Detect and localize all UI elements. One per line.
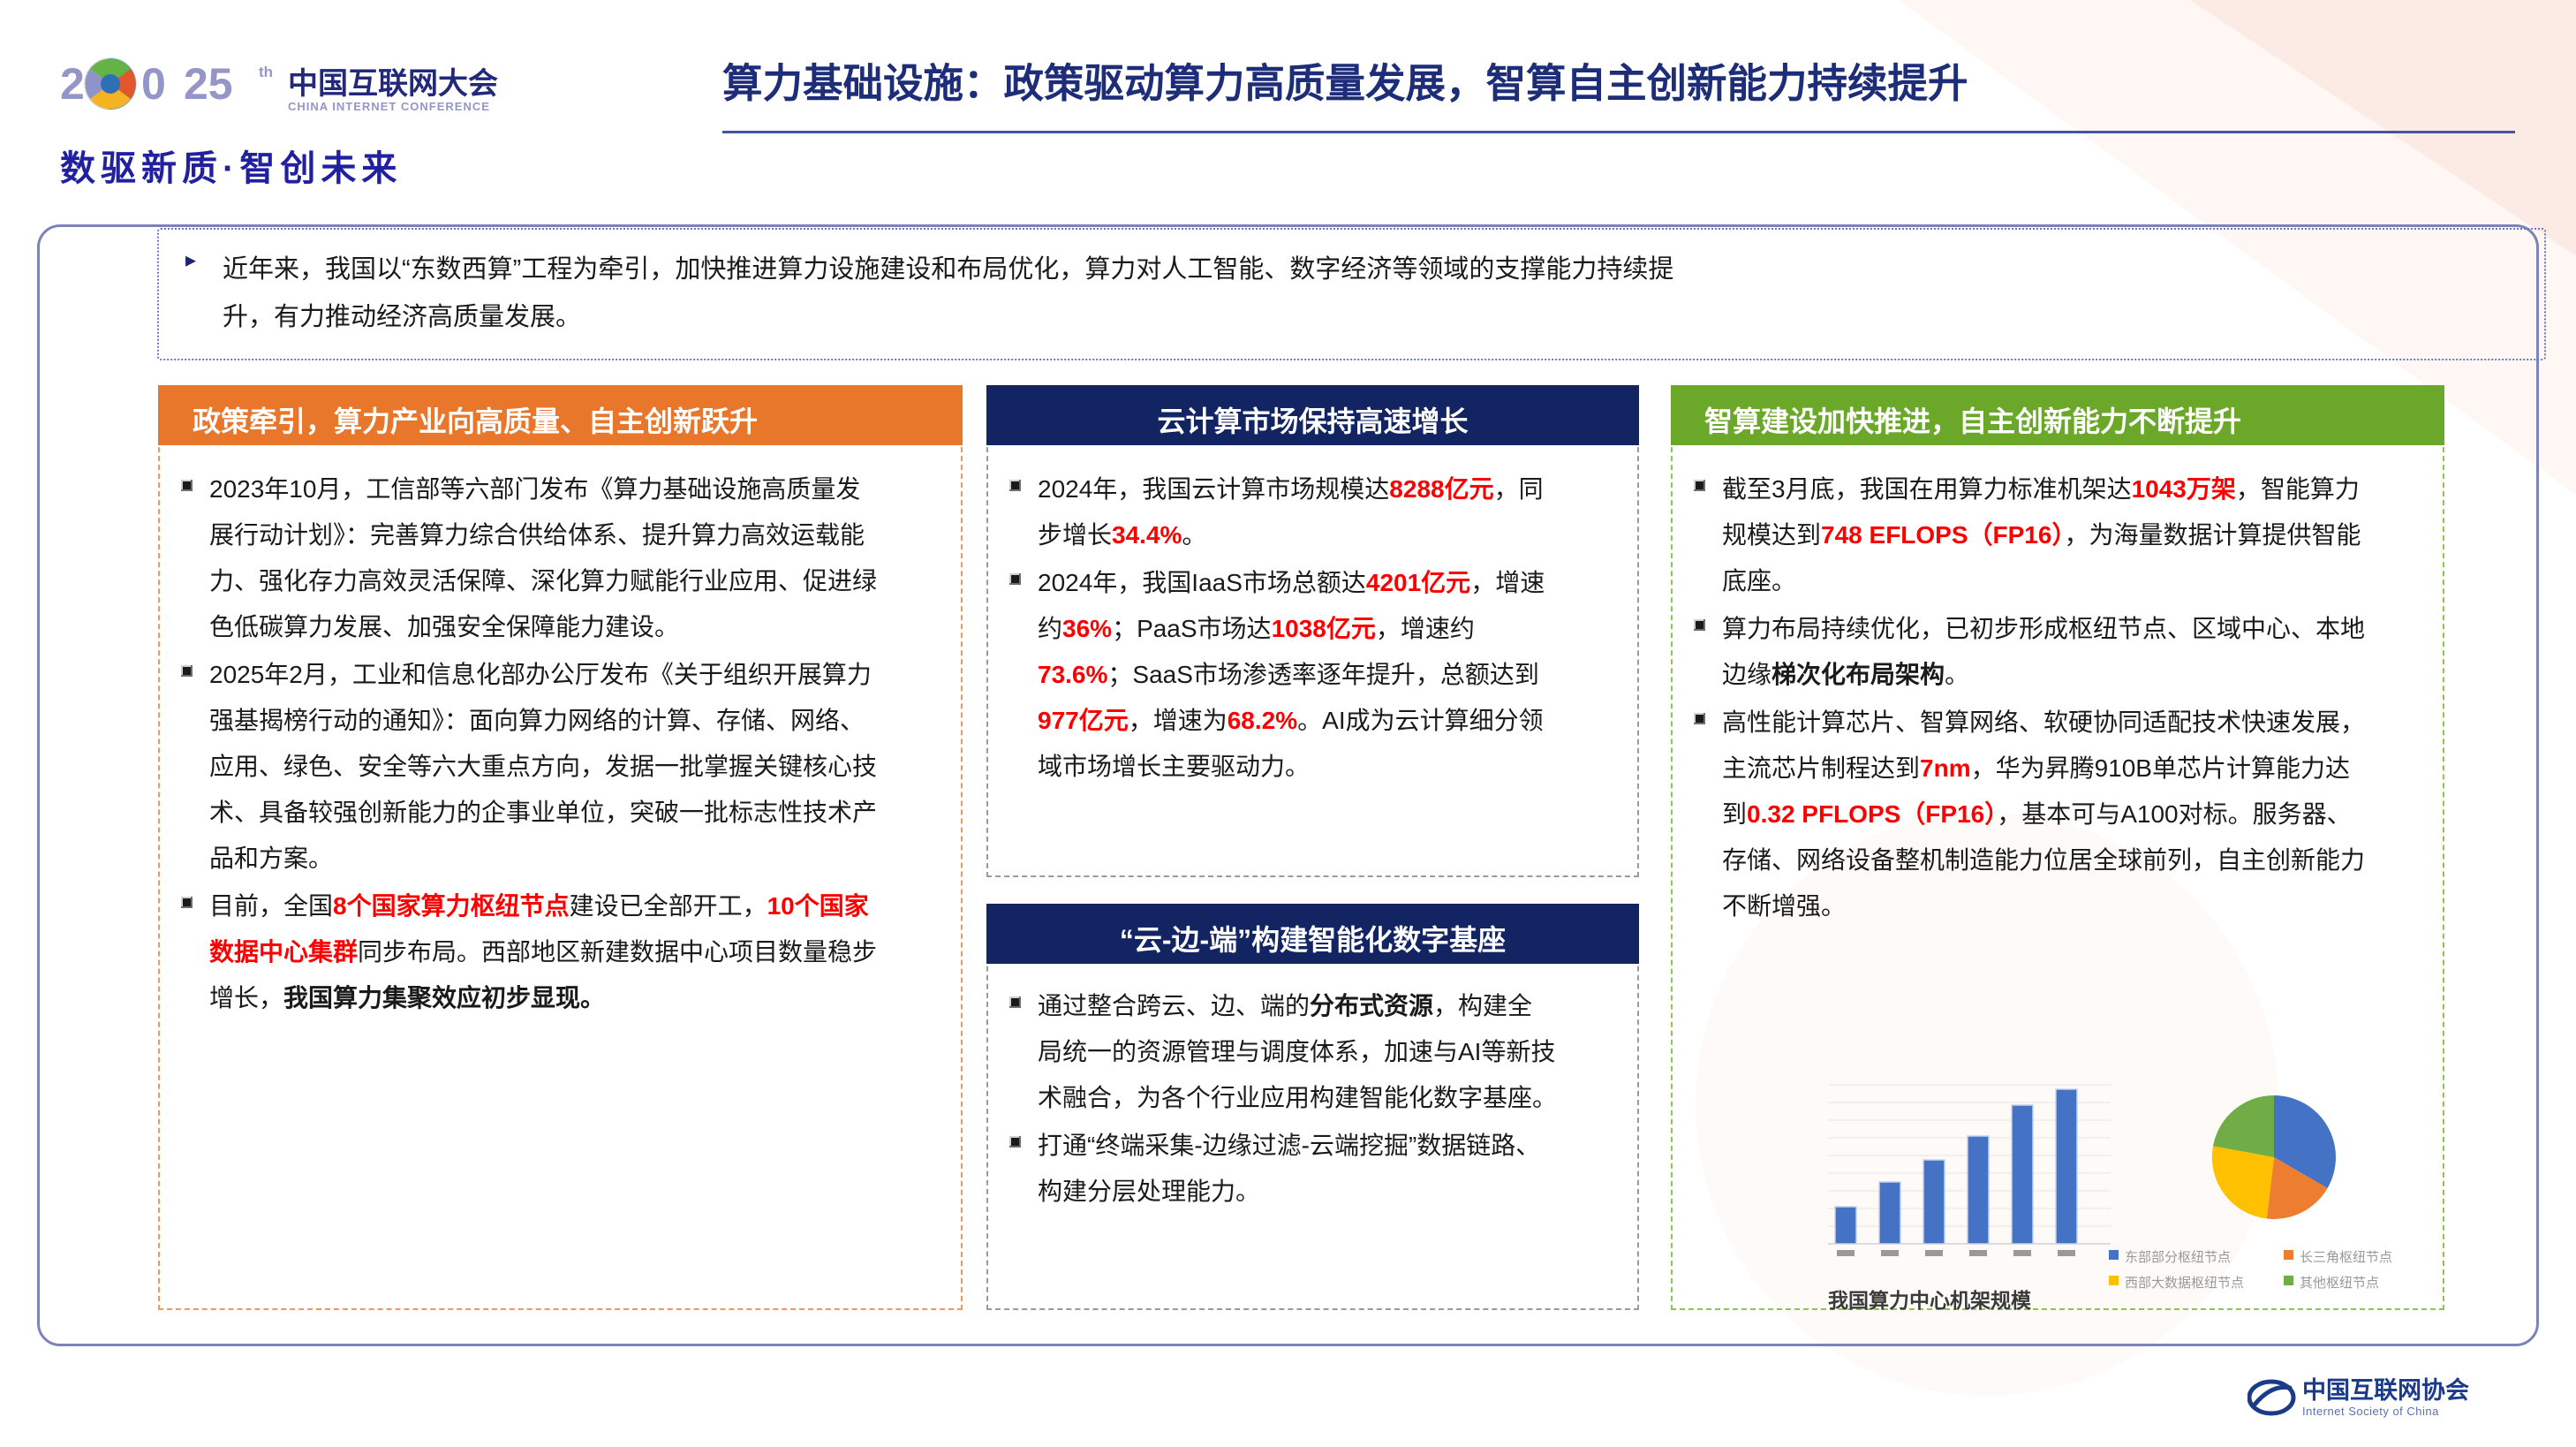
svg-text:25: 25 bbox=[184, 59, 233, 109]
svg-text:2: 2 bbox=[60, 59, 85, 109]
svg-text:0: 0 bbox=[141, 59, 166, 109]
svg-text:th: th bbox=[259, 64, 273, 80]
svg-text:CHINA INTERNET CONFERENCE: CHINA INTERNET CONFERENCE bbox=[288, 100, 490, 113]
svg-text:Internet Society of China: Internet Society of China bbox=[2302, 1405, 2439, 1418]
svg-text:中国互联网协会: 中国互联网协会 bbox=[2302, 1377, 2469, 1404]
svg-text:中国互联网大会: 中国互联网大会 bbox=[288, 67, 498, 101]
